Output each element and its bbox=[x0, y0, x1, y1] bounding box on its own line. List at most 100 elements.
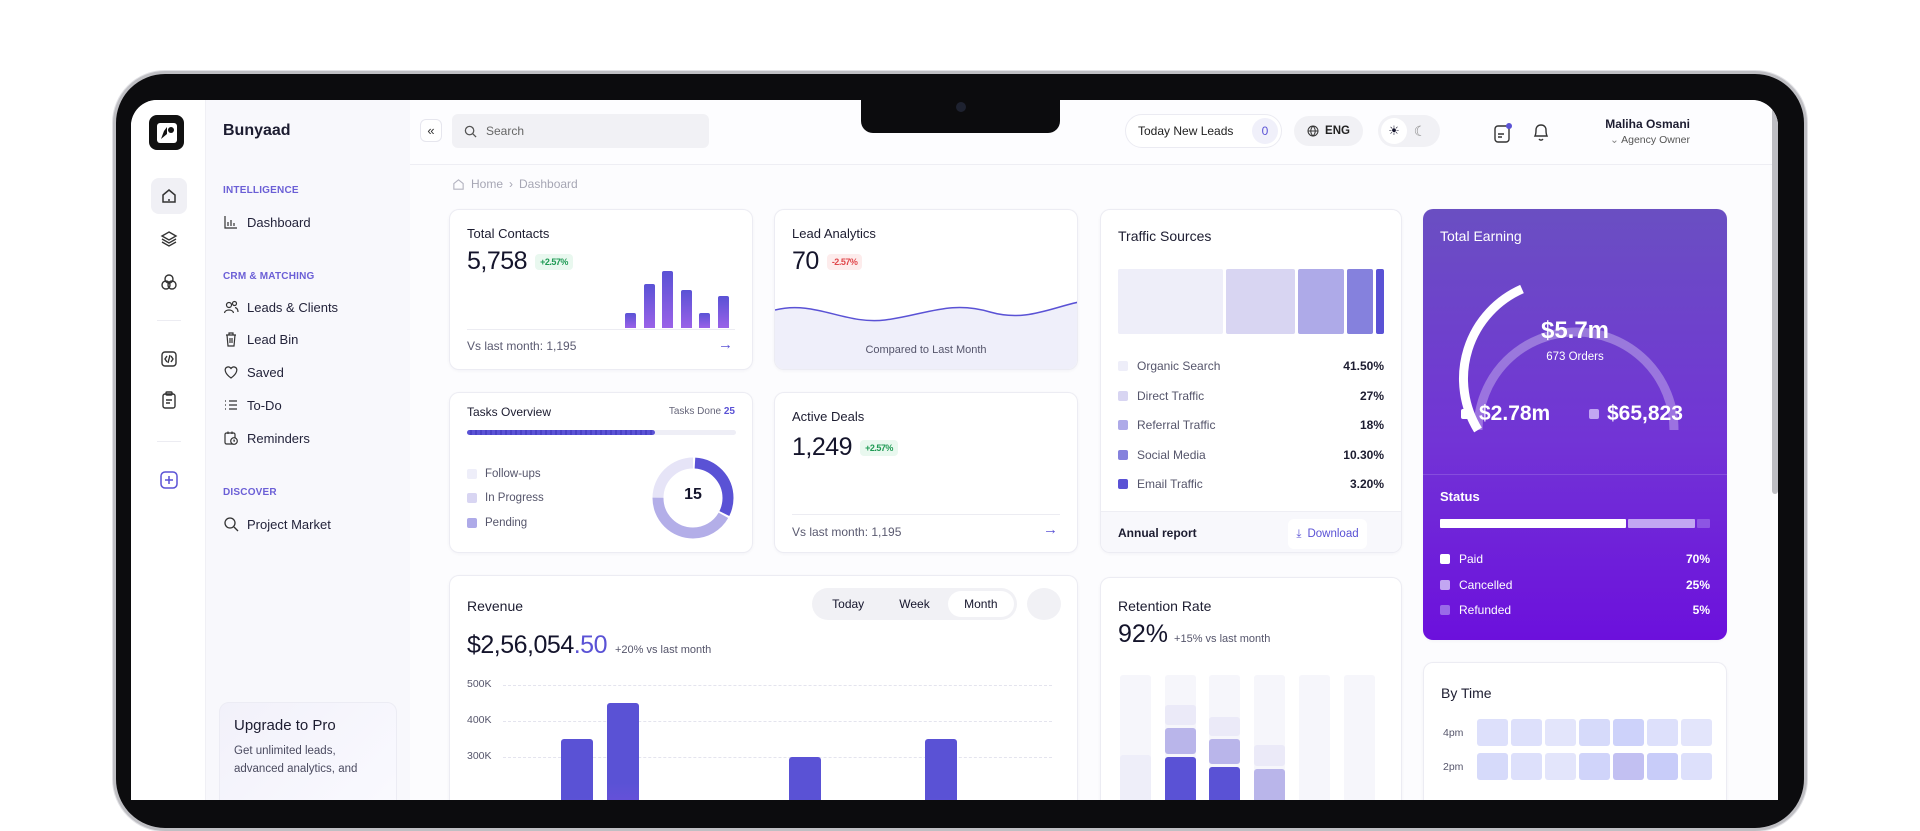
bell-icon[interactable] bbox=[1532, 122, 1550, 147]
heatmap-cell[interactable] bbox=[1647, 719, 1678, 746]
scrollbar[interactable] bbox=[1772, 104, 1778, 494]
chevron-right-icon: › bbox=[509, 177, 514, 191]
tasks-progress-bar bbox=[467, 430, 736, 435]
status-title: Status bbox=[1440, 489, 1480, 504]
calendar-clock-icon bbox=[224, 431, 238, 445]
moon-icon[interactable]: ☾ bbox=[1413, 122, 1427, 139]
options-button[interactable] bbox=[1027, 588, 1061, 620]
home-icon[interactable] bbox=[151, 178, 187, 214]
traffic-sources-card: Traffic Sources Annual report ⤓ Download … bbox=[1100, 209, 1402, 553]
sidebar-item-leads-clients[interactable]: Leads & Clients bbox=[223, 297, 338, 317]
upgrade-title: Upgrade to Pro bbox=[234, 717, 336, 734]
heatmap-cell[interactable] bbox=[1681, 719, 1712, 746]
theme-toggle[interactable]: ☀ ☾ bbox=[1378, 115, 1440, 147]
user-name: Maliha Osmani bbox=[1605, 117, 1690, 131]
app-logo[interactable] bbox=[149, 115, 184, 150]
tasks-done: Tasks Done 25 bbox=[669, 406, 735, 417]
y-tick-label: 500K bbox=[467, 678, 492, 690]
user-role: Agency Owner bbox=[1621, 134, 1690, 146]
divider bbox=[1423, 474, 1727, 475]
sidebar-item-lead-bin[interactable]: Lead Bin bbox=[223, 329, 298, 349]
upgrade-text: advanced analytics, and bbox=[234, 763, 358, 775]
retention-cell bbox=[1164, 705, 1196, 725]
lead-analytics-card: Lead Analytics 70 -2.57% Compared to Last… bbox=[774, 209, 1078, 370]
sidebar-item-saved[interactable]: Saved bbox=[223, 362, 284, 382]
tasks-done-value: 25 bbox=[723, 406, 735, 417]
gridline bbox=[503, 757, 1052, 758]
legend-swatch bbox=[467, 469, 477, 479]
heatmap-cell[interactable] bbox=[1681, 753, 1712, 780]
layers-icon[interactable] bbox=[151, 221, 187, 257]
metric-value: 70 -2.57% bbox=[792, 247, 863, 276]
heatmap-cell[interactable] bbox=[1545, 719, 1576, 746]
circles-icon[interactable] bbox=[151, 264, 187, 300]
tab-month[interactable]: Month bbox=[947, 591, 1014, 617]
clipboard-icon[interactable] bbox=[151, 382, 187, 418]
stat-swatch bbox=[1461, 409, 1471, 419]
sun-icon[interactable]: ☀ bbox=[1381, 118, 1407, 144]
heatmap-cell[interactable] bbox=[1545, 753, 1576, 780]
search-input[interactable]: Search bbox=[452, 114, 709, 148]
collapse-sidebar-button[interactable]: « bbox=[420, 119, 442, 142]
heatmap-cell[interactable] bbox=[1579, 719, 1610, 746]
tab-week[interactable]: Week bbox=[899, 597, 930, 611]
retention-cell bbox=[1120, 755, 1151, 800]
sidebar-item-to-do[interactable]: To-Do bbox=[223, 395, 282, 415]
heatmap-cell[interactable] bbox=[1647, 753, 1678, 780]
user-info[interactable]: Maliha Osmani ⌄ Agency Owner bbox=[1605, 117, 1690, 146]
language-selector[interactable]: ENG bbox=[1294, 116, 1363, 146]
legend-swatch bbox=[1118, 390, 1128, 401]
today-new-leads[interactable]: Today New Leads 0 bbox=[1125, 114, 1282, 148]
gauge-track bbox=[1473, 327, 1679, 431]
add-icon[interactable] bbox=[151, 462, 187, 498]
stat-swatch bbox=[1589, 409, 1599, 419]
divider bbox=[467, 329, 735, 330]
metric-value: 1,249 +2.57% bbox=[792, 433, 898, 462]
earning-amount: $5.7m bbox=[1540, 317, 1610, 344]
legend-label: Pending bbox=[485, 517, 528, 529]
tab-today[interactable]: Today bbox=[832, 597, 865, 611]
sidebar-item-project-market[interactable]: Project Market bbox=[223, 514, 331, 534]
heatmap-cell[interactable] bbox=[1579, 753, 1610, 780]
arrow-right-icon[interactable]: → bbox=[718, 336, 733, 353]
legend-swatch bbox=[1440, 554, 1450, 564]
heatmap-cell[interactable] bbox=[1511, 753, 1542, 780]
status-segment bbox=[1696, 519, 1710, 528]
status-row: Paid 70% bbox=[1440, 552, 1710, 566]
mini-bar bbox=[680, 290, 692, 328]
treemap-segment bbox=[1297, 269, 1344, 334]
retention-column bbox=[1298, 675, 1330, 800]
chevron-down-icon: ⌄ bbox=[1609, 134, 1622, 146]
y-tick-label: 400K bbox=[467, 714, 492, 726]
traffic-treemap bbox=[1118, 269, 1384, 334]
sidebar-item-reminders[interactable]: Reminders bbox=[223, 428, 310, 448]
sidebar-item-dashboard[interactable]: Dashboard bbox=[223, 212, 311, 232]
gridline bbox=[503, 685, 1052, 686]
upgrade-card[interactable]: Upgrade to Pro Get unlimited leads, advanc… bbox=[219, 702, 397, 800]
stat-value: $65,823 bbox=[1607, 402, 1683, 425]
retention-cell bbox=[1164, 728, 1196, 754]
arrow-right-icon[interactable]: → bbox=[1043, 521, 1058, 538]
heatmap-cell[interactable] bbox=[1511, 719, 1542, 746]
value: 92% bbox=[1118, 620, 1169, 648]
legend-item: Follow-ups bbox=[467, 468, 541, 480]
breadcrumb-home[interactable]: Home bbox=[471, 177, 504, 191]
divider bbox=[157, 320, 181, 321]
card-title: Total Contacts bbox=[467, 226, 550, 241]
code-icon[interactable] bbox=[151, 341, 187, 377]
heatmap-cell[interactable] bbox=[1477, 753, 1508, 780]
traffic-row: Referral Traffic 18% bbox=[1118, 418, 1384, 432]
notes-icon[interactable] bbox=[1493, 122, 1513, 149]
status-segment bbox=[1440, 519, 1627, 528]
camera-icon bbox=[956, 102, 966, 112]
heatmap-cell[interactable] bbox=[1613, 753, 1644, 780]
treemap-segment bbox=[1375, 269, 1384, 334]
wave-chart bbox=[775, 301, 1077, 369]
heatmap-cell[interactable] bbox=[1613, 719, 1644, 746]
download-button[interactable]: ⤓ Download bbox=[1288, 519, 1367, 549]
traffic-value: 41.50% bbox=[1343, 359, 1384, 373]
treemap-segment bbox=[1118, 269, 1224, 334]
heatmap-cell[interactable] bbox=[1477, 719, 1508, 746]
status-value: 70% bbox=[1685, 552, 1710, 566]
footer-text: Vs last month: 1,195 bbox=[792, 525, 902, 539]
